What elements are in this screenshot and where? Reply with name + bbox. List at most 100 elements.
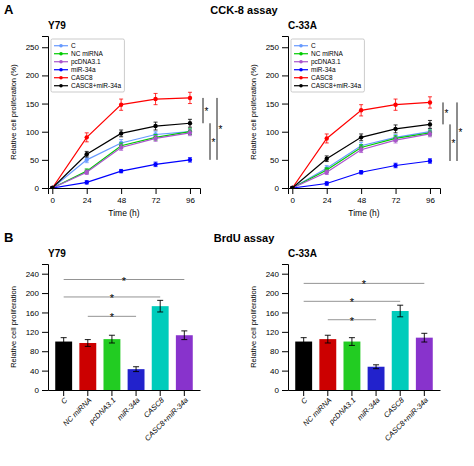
bar — [295, 342, 312, 390]
axis-line — [49, 189, 201, 195]
axis-line — [49, 390, 201, 391]
point — [428, 122, 432, 126]
tick-mark — [282, 274, 288, 275]
tick-label: pcDNA3.1 — [326, 396, 357, 427]
tick-label: NC miRNA — [301, 396, 333, 428]
error-bar — [119, 169, 123, 172]
axis: 050100150200250 — [26, 37, 49, 194]
axis: CNC miRNApcDNA3.1miR-34aCASC8CASC8+miR-3… — [289, 390, 441, 443]
y-axis-title: Relative cell proliferation (%) — [9, 64, 18, 160]
series — [50, 92, 192, 188]
tick: 0 — [35, 386, 48, 395]
tick-label: pcDNA3.1 — [86, 396, 117, 427]
tick: 200 — [26, 71, 48, 80]
tick-mark — [282, 132, 288, 133]
tick-mark — [282, 160, 288, 161]
tick-mark — [327, 390, 328, 396]
point — [393, 127, 397, 131]
error-bar — [85, 157, 89, 163]
legend-item: C — [294, 42, 316, 49]
tick-label: 200 — [26, 289, 40, 298]
tick: 40 — [30, 367, 48, 376]
series-line — [52, 133, 190, 188]
panel-title: Y79 — [48, 20, 66, 31]
series-line — [52, 123, 190, 188]
legend-label: miR-34a — [311, 66, 336, 73]
legend-item: pcDNA3.1 — [54, 58, 101, 66]
axis-line — [289, 189, 441, 195]
tick-label: 72 — [392, 196, 401, 205]
tick-label: 240 — [26, 270, 40, 279]
significance-bracket — [217, 98, 218, 160]
significance-label: * — [350, 296, 355, 308]
series — [50, 129, 192, 188]
bar — [128, 369, 145, 390]
tick: 0 — [35, 184, 48, 193]
legend-label: pcDNA3.1 — [71, 58, 101, 66]
error-bar — [119, 99, 123, 110]
tick: 150 — [26, 100, 48, 109]
series — [50, 158, 192, 188]
bar — [319, 339, 336, 390]
legend-label: pcDNA3.1 — [311, 58, 341, 66]
tick-mark — [282, 47, 288, 48]
figure: 050100150200250Y79Relative cell prolifer… — [0, 0, 474, 466]
error-bar — [428, 97, 432, 108]
tick-mark — [190, 188, 191, 194]
panel-label: B — [4, 230, 13, 245]
tick: 0 — [291, 188, 296, 205]
annotations: *** — [443, 102, 463, 161]
tick-label: 240 — [266, 270, 280, 279]
tick-mark — [303, 390, 304, 396]
x-axis-title: Time (h) — [348, 208, 379, 218]
error-bar — [428, 120, 432, 128]
tick: 0 — [275, 184, 288, 193]
error-bar — [359, 171, 363, 174]
tick: C — [299, 390, 310, 406]
error-bar — [85, 133, 89, 142]
tick: 200 — [266, 71, 288, 80]
error-bar — [428, 159, 432, 164]
legend-item: CASC8+miR-34a — [54, 82, 121, 89]
error-bar — [359, 105, 363, 116]
bar — [152, 306, 169, 390]
point — [85, 170, 89, 174]
tick-label: NC miRNA — [61, 396, 93, 428]
axis: 04080120160200240 — [26, 265, 49, 396]
tick-mark — [282, 371, 288, 372]
annotations: ACCK-8 assay*** — [4, 2, 279, 160]
series — [290, 130, 432, 188]
tick-mark — [282, 75, 288, 76]
error-bar — [119, 130, 123, 137]
y-axis-title: Relative cell proliferation (%) — [249, 64, 258, 160]
tick-mark — [292, 188, 293, 194]
point — [153, 136, 157, 140]
tick-label: 40 — [30, 367, 39, 376]
tick: miR-34a — [355, 390, 381, 422]
section-title: BrdU assay — [214, 232, 275, 244]
tick-mark — [282, 390, 288, 391]
tick-mark — [351, 390, 352, 396]
series — [290, 129, 432, 188]
tick: 250 — [266, 43, 288, 52]
legend-marker — [59, 84, 63, 88]
point — [85, 180, 89, 184]
error-bar — [154, 93, 158, 104]
tick: miR-34a — [115, 390, 141, 422]
tick-mark — [327, 188, 328, 194]
point — [359, 170, 363, 174]
tick-mark — [282, 104, 288, 105]
error-bar — [325, 182, 329, 185]
tick: 240 — [26, 270, 48, 279]
error-bar — [325, 170, 329, 175]
error-bar — [325, 134, 329, 143]
legend-marker — [59, 52, 63, 56]
point — [325, 157, 329, 161]
tick-mark — [282, 293, 288, 294]
tick-mark — [42, 390, 48, 391]
tick-label: 80 — [270, 347, 279, 356]
tick-mark — [184, 390, 185, 396]
legend-box — [291, 39, 364, 92]
tick-mark — [42, 160, 48, 161]
point — [188, 121, 192, 125]
